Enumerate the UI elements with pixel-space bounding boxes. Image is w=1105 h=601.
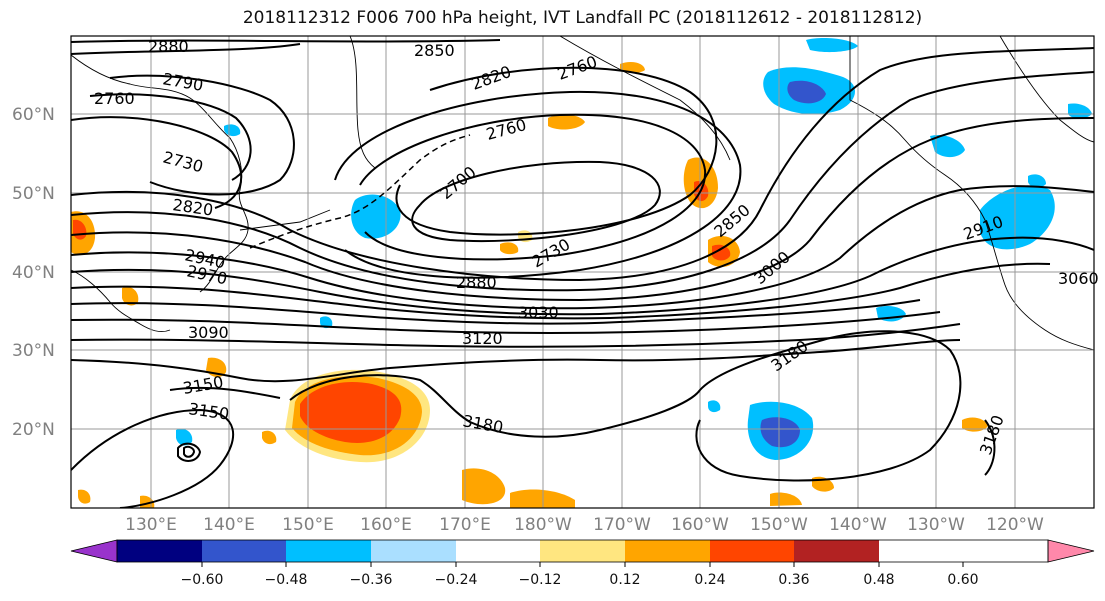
colorbar-segment xyxy=(371,540,456,562)
lat-label: 30°N xyxy=(12,341,55,361)
positive-ivt-patch xyxy=(770,492,802,506)
colorbar-tick-label: 0.12 xyxy=(609,572,640,588)
colorbar-tick-label: −0.60 xyxy=(181,572,224,588)
lon-label: 140°E xyxy=(203,515,255,535)
lon-label: 130°E xyxy=(125,515,177,535)
contour-label: 2880 xyxy=(148,37,189,56)
ivt-shading xyxy=(71,38,1092,508)
positive-ivt-patch xyxy=(962,417,988,432)
colorbar-left-arrow xyxy=(70,539,118,563)
positive-ivt-patch xyxy=(262,430,277,445)
negative-ivt-patch xyxy=(224,124,241,137)
colorbar-tick-label: −0.48 xyxy=(265,572,308,588)
lon-label: 150°W xyxy=(750,515,808,535)
positive-ivt-patch xyxy=(548,114,585,130)
colorbar-segment xyxy=(540,540,625,562)
lon-label: 160°W xyxy=(671,515,729,535)
lon-label: 130°W xyxy=(907,515,965,535)
colorbar-segment xyxy=(117,540,202,562)
lon-label: 120°W xyxy=(986,515,1044,535)
negative-ivt-patch xyxy=(1028,174,1046,188)
colorbar-outline xyxy=(116,539,1049,563)
colorbar-tick-label: −0.36 xyxy=(350,572,393,588)
colorbar-tick-label: −0.24 xyxy=(435,572,478,588)
negative-ivt-patch xyxy=(176,428,193,446)
colorbar-tick-label: 0.36 xyxy=(778,572,809,588)
positive-ivt-patch xyxy=(712,244,731,261)
contour-label: 3120 xyxy=(462,329,503,348)
colorbar-tick-label: 0.48 xyxy=(863,572,894,588)
dashed-line xyxy=(249,134,471,249)
lon-label: 160°E xyxy=(360,515,412,535)
lon-label: 140°W xyxy=(829,515,887,535)
colorbar: −0.60 −0.48 −0.36 −0.24 −0.12 0.12 0.24 … xyxy=(70,539,1095,588)
lat-label: 20°N xyxy=(12,420,55,440)
negative-ivt-patch xyxy=(320,316,333,329)
negative-ivt-patch xyxy=(806,38,858,53)
negative-ivt-patch xyxy=(351,194,401,239)
lon-label: 180°W xyxy=(514,515,572,535)
colorbar-tick-label: −0.12 xyxy=(519,572,562,588)
colorbar-tick-label: 0.24 xyxy=(694,572,725,588)
negative-ivt-patch xyxy=(980,185,1055,250)
positive-ivt-patch xyxy=(620,62,645,73)
lat-label: 50°N xyxy=(12,184,55,204)
lon-label: 170°W xyxy=(593,515,651,535)
map-frame xyxy=(70,35,1095,509)
positive-ivt-patch xyxy=(500,242,519,255)
negative-ivt-patch xyxy=(787,80,826,104)
colorbar-segment xyxy=(710,540,794,562)
height-contours xyxy=(71,39,1094,508)
colorbar-tick-label: 0.60 xyxy=(947,572,978,588)
map-title: 2018112312 F006 700 hPa height, IVT Land… xyxy=(242,8,923,28)
positive-ivt-patch xyxy=(122,286,139,306)
positive-ivt-patch xyxy=(462,468,506,505)
graticule xyxy=(71,36,1094,508)
contour-label: 3090 xyxy=(188,323,229,342)
latitude-labels: 60°N 50°N 40°N 30°N 20°N xyxy=(12,105,55,440)
negative-ivt-patch xyxy=(930,134,965,158)
colorbar-right-arrow xyxy=(1047,539,1095,563)
positive-ivt-patch xyxy=(300,382,402,443)
negative-ivt-patch xyxy=(1068,103,1092,119)
colorbar-segment xyxy=(286,540,371,562)
contour-label: 2880 xyxy=(456,273,497,292)
contour-label: 3030 xyxy=(518,303,559,322)
negative-ivt-patch xyxy=(760,417,800,448)
colorbar-segment xyxy=(456,540,540,562)
contour-label: 3060 xyxy=(1058,269,1099,288)
colorbar-segment xyxy=(202,540,286,562)
negative-ivt-patch xyxy=(708,400,721,413)
lon-label: 150°E xyxy=(282,515,334,535)
positive-ivt-patch xyxy=(78,489,91,504)
lat-label: 40°N xyxy=(12,263,55,283)
contour-label: 2850 xyxy=(414,41,455,60)
lat-label: 60°N xyxy=(12,105,55,125)
lon-label: 170°E xyxy=(439,515,491,535)
contour-label: 2760 xyxy=(94,89,135,108)
longitude-labels: 130°E 140°E 150°E 160°E 170°E 180°W 170°… xyxy=(125,515,1044,535)
colorbar-segment xyxy=(625,540,710,562)
colorbar-segment xyxy=(794,540,879,562)
